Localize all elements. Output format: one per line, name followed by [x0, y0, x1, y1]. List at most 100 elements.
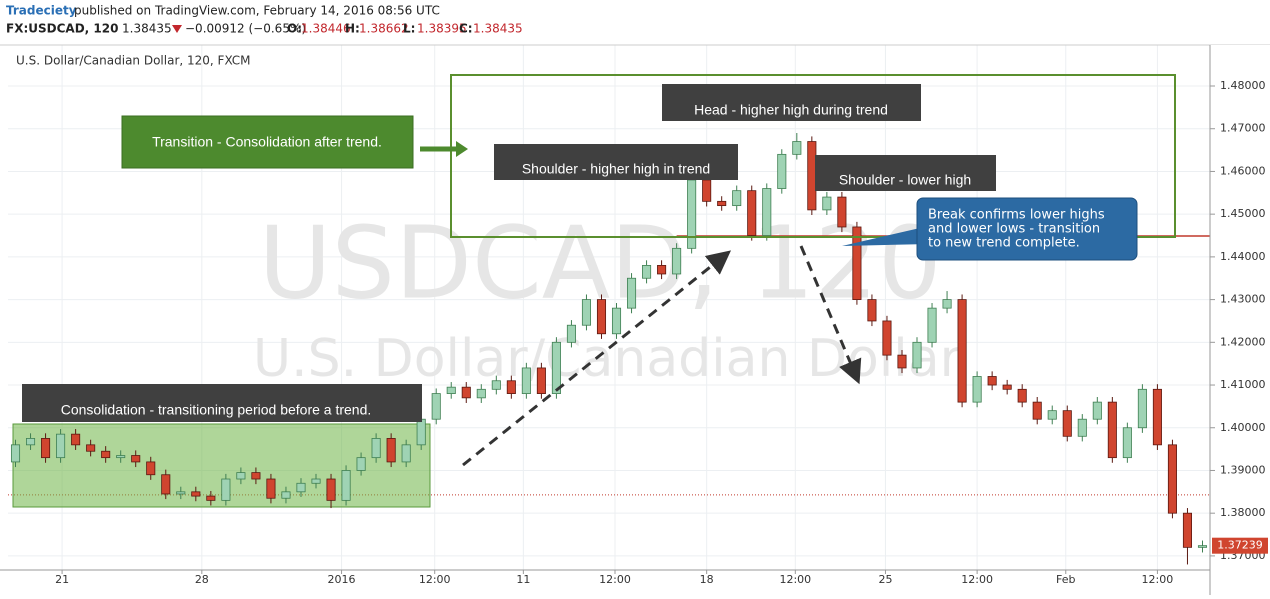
candle-body — [446, 386, 456, 394]
candle-body — [627, 277, 637, 309]
x-tick-label: 2016 — [328, 573, 356, 586]
candle-body — [101, 450, 111, 459]
candle-body — [672, 247, 682, 275]
annotation-box — [494, 144, 738, 180]
x-tick-label: 12:00 — [599, 573, 631, 586]
x-tick-label: 12:00 — [779, 573, 811, 586]
ohlc-value: 1.38662 — [359, 22, 409, 36]
candle-body — [581, 299, 591, 326]
candle-body — [341, 470, 351, 501]
price: 1.38435 — [122, 22, 172, 36]
candle-body — [1062, 410, 1072, 437]
annotation-box — [121, 115, 414, 169]
y-tick-label: 1.38000 — [1220, 506, 1266, 519]
x-tick-label: 25 — [878, 573, 892, 586]
candle-body — [611, 307, 622, 335]
candle-body — [206, 495, 216, 501]
x-tick-label: 21 — [55, 573, 69, 586]
x-tick-label: 12:00 — [1142, 573, 1174, 586]
candle-body — [702, 179, 712, 202]
annotation-box — [815, 155, 996, 191]
annotation-box — [22, 384, 422, 422]
annotation: Break confirms lower highs — [928, 208, 1105, 223]
y-tick-label: 1.43000 — [1220, 293, 1266, 306]
candle-body — [732, 190, 742, 207]
candle-body — [251, 472, 261, 480]
candle-body — [1047, 410, 1057, 420]
candle-body — [131, 455, 141, 463]
candle-body — [476, 388, 486, 399]
candle-body — [71, 433, 81, 446]
candle-body — [401, 444, 411, 463]
x-tick-label: 12:00 — [419, 573, 451, 586]
candle-body — [491, 380, 501, 390]
candle-body — [356, 457, 366, 471]
candle-body — [176, 491, 186, 495]
candle-body — [837, 196, 847, 228]
candle-body — [10, 444, 21, 463]
candle-body — [431, 393, 441, 420]
candle-body — [972, 376, 982, 403]
candle-body — [1182, 512, 1192, 548]
x-tick-label: 28 — [195, 573, 209, 586]
candle-body — [1167, 444, 1177, 514]
candle-body — [26, 438, 36, 446]
ohlc-label: C: — [459, 22, 473, 36]
arrow-head — [456, 141, 468, 157]
last-price-label: 1.37239 — [1217, 539, 1263, 552]
annotation-box — [916, 197, 1138, 261]
candle-body — [326, 478, 336, 501]
candle-body — [1122, 427, 1132, 459]
candle-body — [551, 341, 561, 394]
candle-body — [1092, 401, 1102, 420]
candle-body — [1152, 388, 1162, 446]
ohlc-label: O: — [287, 22, 302, 36]
y-tick-label: 1.44000 — [1220, 250, 1266, 263]
candle-body — [867, 299, 877, 322]
y-tick-label: 1.39000 — [1220, 463, 1266, 476]
x-tick-label: Feb — [1056, 573, 1075, 586]
candle-body — [942, 299, 952, 309]
candle-body — [1137, 388, 1147, 429]
candle-body — [41, 438, 51, 459]
candle-body — [161, 474, 171, 495]
candle-body — [822, 196, 832, 211]
annotation: Consolidation - transitioning period bef… — [61, 402, 372, 418]
candle-body — [792, 141, 802, 155]
candle-body — [657, 265, 667, 275]
y-axis-panel — [1210, 45, 1270, 595]
x-tick-label: 18 — [700, 573, 714, 586]
candle-body — [807, 141, 817, 211]
candle-body — [957, 299, 967, 403]
candle-body — [311, 478, 321, 484]
watermark-subtitle: U.S. Dollar/Canadian Dollar — [253, 329, 962, 389]
candle-body — [521, 367, 531, 394]
candle-body — [1077, 418, 1087, 437]
candle-body — [56, 433, 66, 459]
last-price-box — [1212, 537, 1268, 554]
candle-body — [852, 226, 862, 300]
annotation: Head - higher high during trend — [694, 102, 888, 118]
y-tick-label: 1.42000 — [1220, 335, 1266, 348]
ohlc-label: L: — [403, 22, 415, 36]
candle-body — [221, 478, 231, 501]
annotation: Shoulder - lower high — [839, 172, 971, 188]
candle-body — [987, 376, 997, 386]
candle-body — [717, 200, 727, 207]
candle-body — [642, 265, 652, 279]
y-tick-label: 1.47000 — [1220, 122, 1266, 135]
candle-body — [762, 188, 772, 236]
candle-body — [687, 179, 697, 249]
axes: 1.370001.380001.390001.400001.410001.420… — [55, 79, 1268, 586]
author[interactable]: Tradeciety — [6, 4, 77, 18]
annotation-box — [662, 84, 921, 121]
candle-body — [566, 324, 576, 343]
ohlc-value: 1.38446 — [301, 22, 351, 36]
candle-body — [191, 491, 201, 497]
ohlc-value: 1.38395 — [417, 22, 467, 36]
ohlc-value: 1.38435 — [473, 22, 523, 36]
y-tick-label: 1.41000 — [1220, 378, 1266, 391]
candle-body — [116, 455, 126, 459]
